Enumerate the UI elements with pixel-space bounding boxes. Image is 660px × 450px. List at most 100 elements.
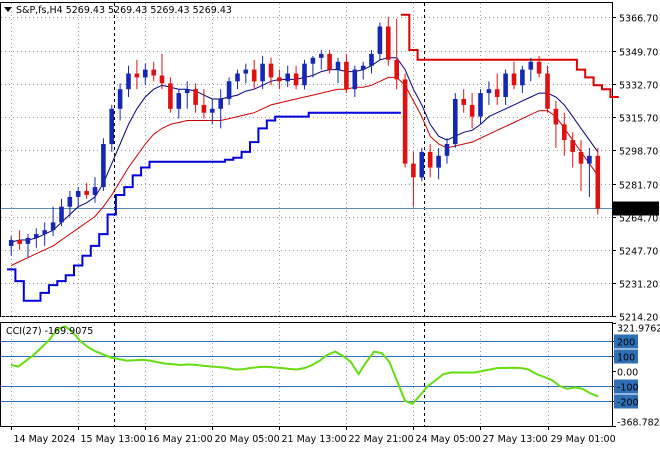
candle (587, 147, 592, 197)
candle (8, 236, 14, 256)
cci-axis: 321.9762 200 100 0.00 -100 -200 -368.7825 (612, 323, 660, 429)
candle (134, 59, 140, 90)
candle (34, 228, 39, 248)
candle-body (545, 73, 550, 109)
candle-body (344, 61, 349, 90)
candle-body (310, 57, 316, 64)
price-tick-label: 5281.70 (619, 181, 658, 192)
candle (59, 198, 64, 227)
candle-body (117, 89, 123, 109)
current-price-box (613, 201, 659, 216)
candle-body (67, 196, 73, 207)
candle-body (8, 240, 14, 246)
candle-body (302, 63, 307, 86)
cci-tick-label: 0.00 (617, 368, 638, 379)
trailing-stop-down-line (400, 13, 619, 98)
candle-body (511, 73, 517, 86)
candle-body (327, 53, 332, 70)
candle-body (453, 99, 458, 145)
candle (268, 57, 274, 86)
candle-body (25, 238, 31, 244)
candle (67, 191, 73, 217)
candle (427, 144, 433, 178)
cci-tick-label: -200 (617, 398, 639, 409)
current-price-label: 5269.43 (617, 205, 656, 216)
candle (411, 151, 416, 207)
main-panel-frame (0, 2, 613, 317)
candle (50, 206, 56, 237)
candle (260, 55, 265, 90)
candle-body (494, 89, 500, 97)
candle (528, 57, 534, 82)
cci-panel-frame (0, 322, 613, 427)
candle (503, 69, 508, 105)
candle (176, 89, 182, 119)
candle-body (402, 79, 408, 164)
candle-body (520, 69, 525, 86)
candle (293, 65, 299, 90)
candle (369, 50, 374, 74)
candle (42, 222, 47, 246)
candle (578, 140, 584, 191)
candle-body (377, 26, 383, 54)
candle (402, 73, 408, 168)
price-tick-label: 5231.20 (619, 280, 658, 291)
candle (436, 147, 441, 180)
candle-body (159, 75, 165, 84)
candle (335, 57, 341, 84)
candle (218, 89, 223, 129)
candle-body (143, 69, 148, 78)
cci-tick-label: -368.7825 (617, 418, 660, 429)
time-tick-label: 24 May 05:00 (416, 434, 481, 445)
candle (511, 61, 517, 90)
candle-body (562, 124, 567, 141)
candle-body (184, 89, 190, 94)
time-tick-label: 21 May 13:00 (282, 434, 347, 445)
candle-body (101, 144, 106, 188)
candle-body (243, 69, 249, 74)
candle (319, 50, 324, 70)
candle-body (427, 151, 433, 168)
candle (159, 53, 165, 90)
candle (360, 61, 366, 80)
candle-body (210, 108, 215, 113)
main-grid (1, 3, 612, 317)
candle (344, 53, 349, 94)
candle (562, 112, 567, 156)
candle-body (176, 93, 182, 109)
candle (117, 83, 123, 121)
price-tick-label: 5247.70 (619, 247, 658, 258)
candle (184, 81, 190, 109)
price-tick-label: 5366.70 (619, 14, 658, 25)
menu-triangle-icon[interactable] (4, 7, 12, 12)
price-tick-label: 5214.20 (619, 313, 658, 324)
candle (570, 132, 575, 168)
candle-body (386, 26, 391, 60)
time-tick-label: 22 May 21:00 (349, 434, 414, 445)
candle-body (486, 89, 492, 94)
candle-body (201, 104, 207, 113)
candle-body (394, 59, 399, 80)
candles (8, 16, 601, 258)
candle (545, 65, 550, 113)
candle (310, 55, 316, 78)
cci-tick-label: 200 (617, 338, 635, 349)
candle-body (293, 73, 299, 86)
candle-body (419, 151, 425, 178)
candle-body (59, 206, 64, 223)
candle-body (436, 155, 441, 168)
candle-body (536, 61, 542, 74)
candle-body (218, 99, 223, 109)
candle (444, 138, 450, 164)
candle (520, 65, 525, 94)
candle-body (285, 73, 290, 82)
candle-body (277, 77, 282, 82)
candle-body (17, 240, 22, 244)
candle (386, 16, 391, 66)
price-tick-label: 5298.70 (619, 147, 658, 158)
cci-tick-label: -100 (617, 383, 639, 394)
price-tick-label: 5332.70 (619, 81, 658, 92)
candle (143, 63, 148, 86)
candle (277, 69, 282, 90)
candle-body (84, 191, 89, 195)
